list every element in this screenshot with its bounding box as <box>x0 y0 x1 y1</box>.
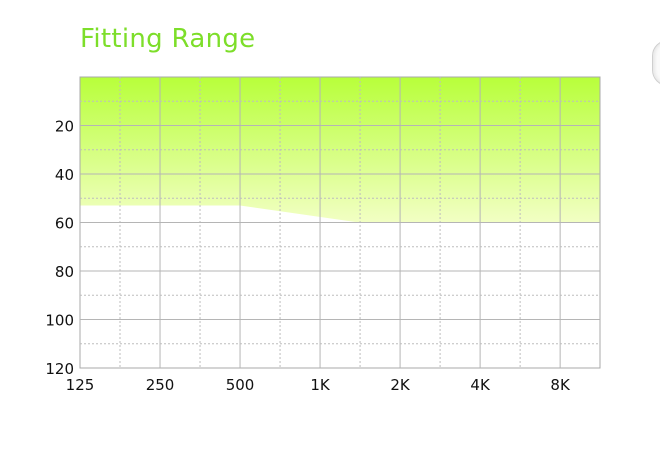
y-tick-label: 100 <box>45 312 74 330</box>
x-tick-label: 4K <box>470 376 491 394</box>
x-tick-label: 2K <box>390 376 411 394</box>
x-tick-label: 250 <box>146 376 175 394</box>
x-tick-label: 1K <box>310 376 331 394</box>
y-tick-label: 20 <box>55 118 74 136</box>
x-tick-label: 8K <box>550 376 571 394</box>
x-tick-label: 125 <box>66 376 95 394</box>
x-tick-label: 500 <box>226 376 255 394</box>
chart-title: Fitting Range <box>80 24 256 54</box>
y-tick-label: 60 <box>55 215 74 233</box>
y-tick-label: 120 <box>45 360 74 378</box>
y-tick-label: 80 <box>55 263 74 281</box>
y-tick-label: 40 <box>55 166 74 184</box>
